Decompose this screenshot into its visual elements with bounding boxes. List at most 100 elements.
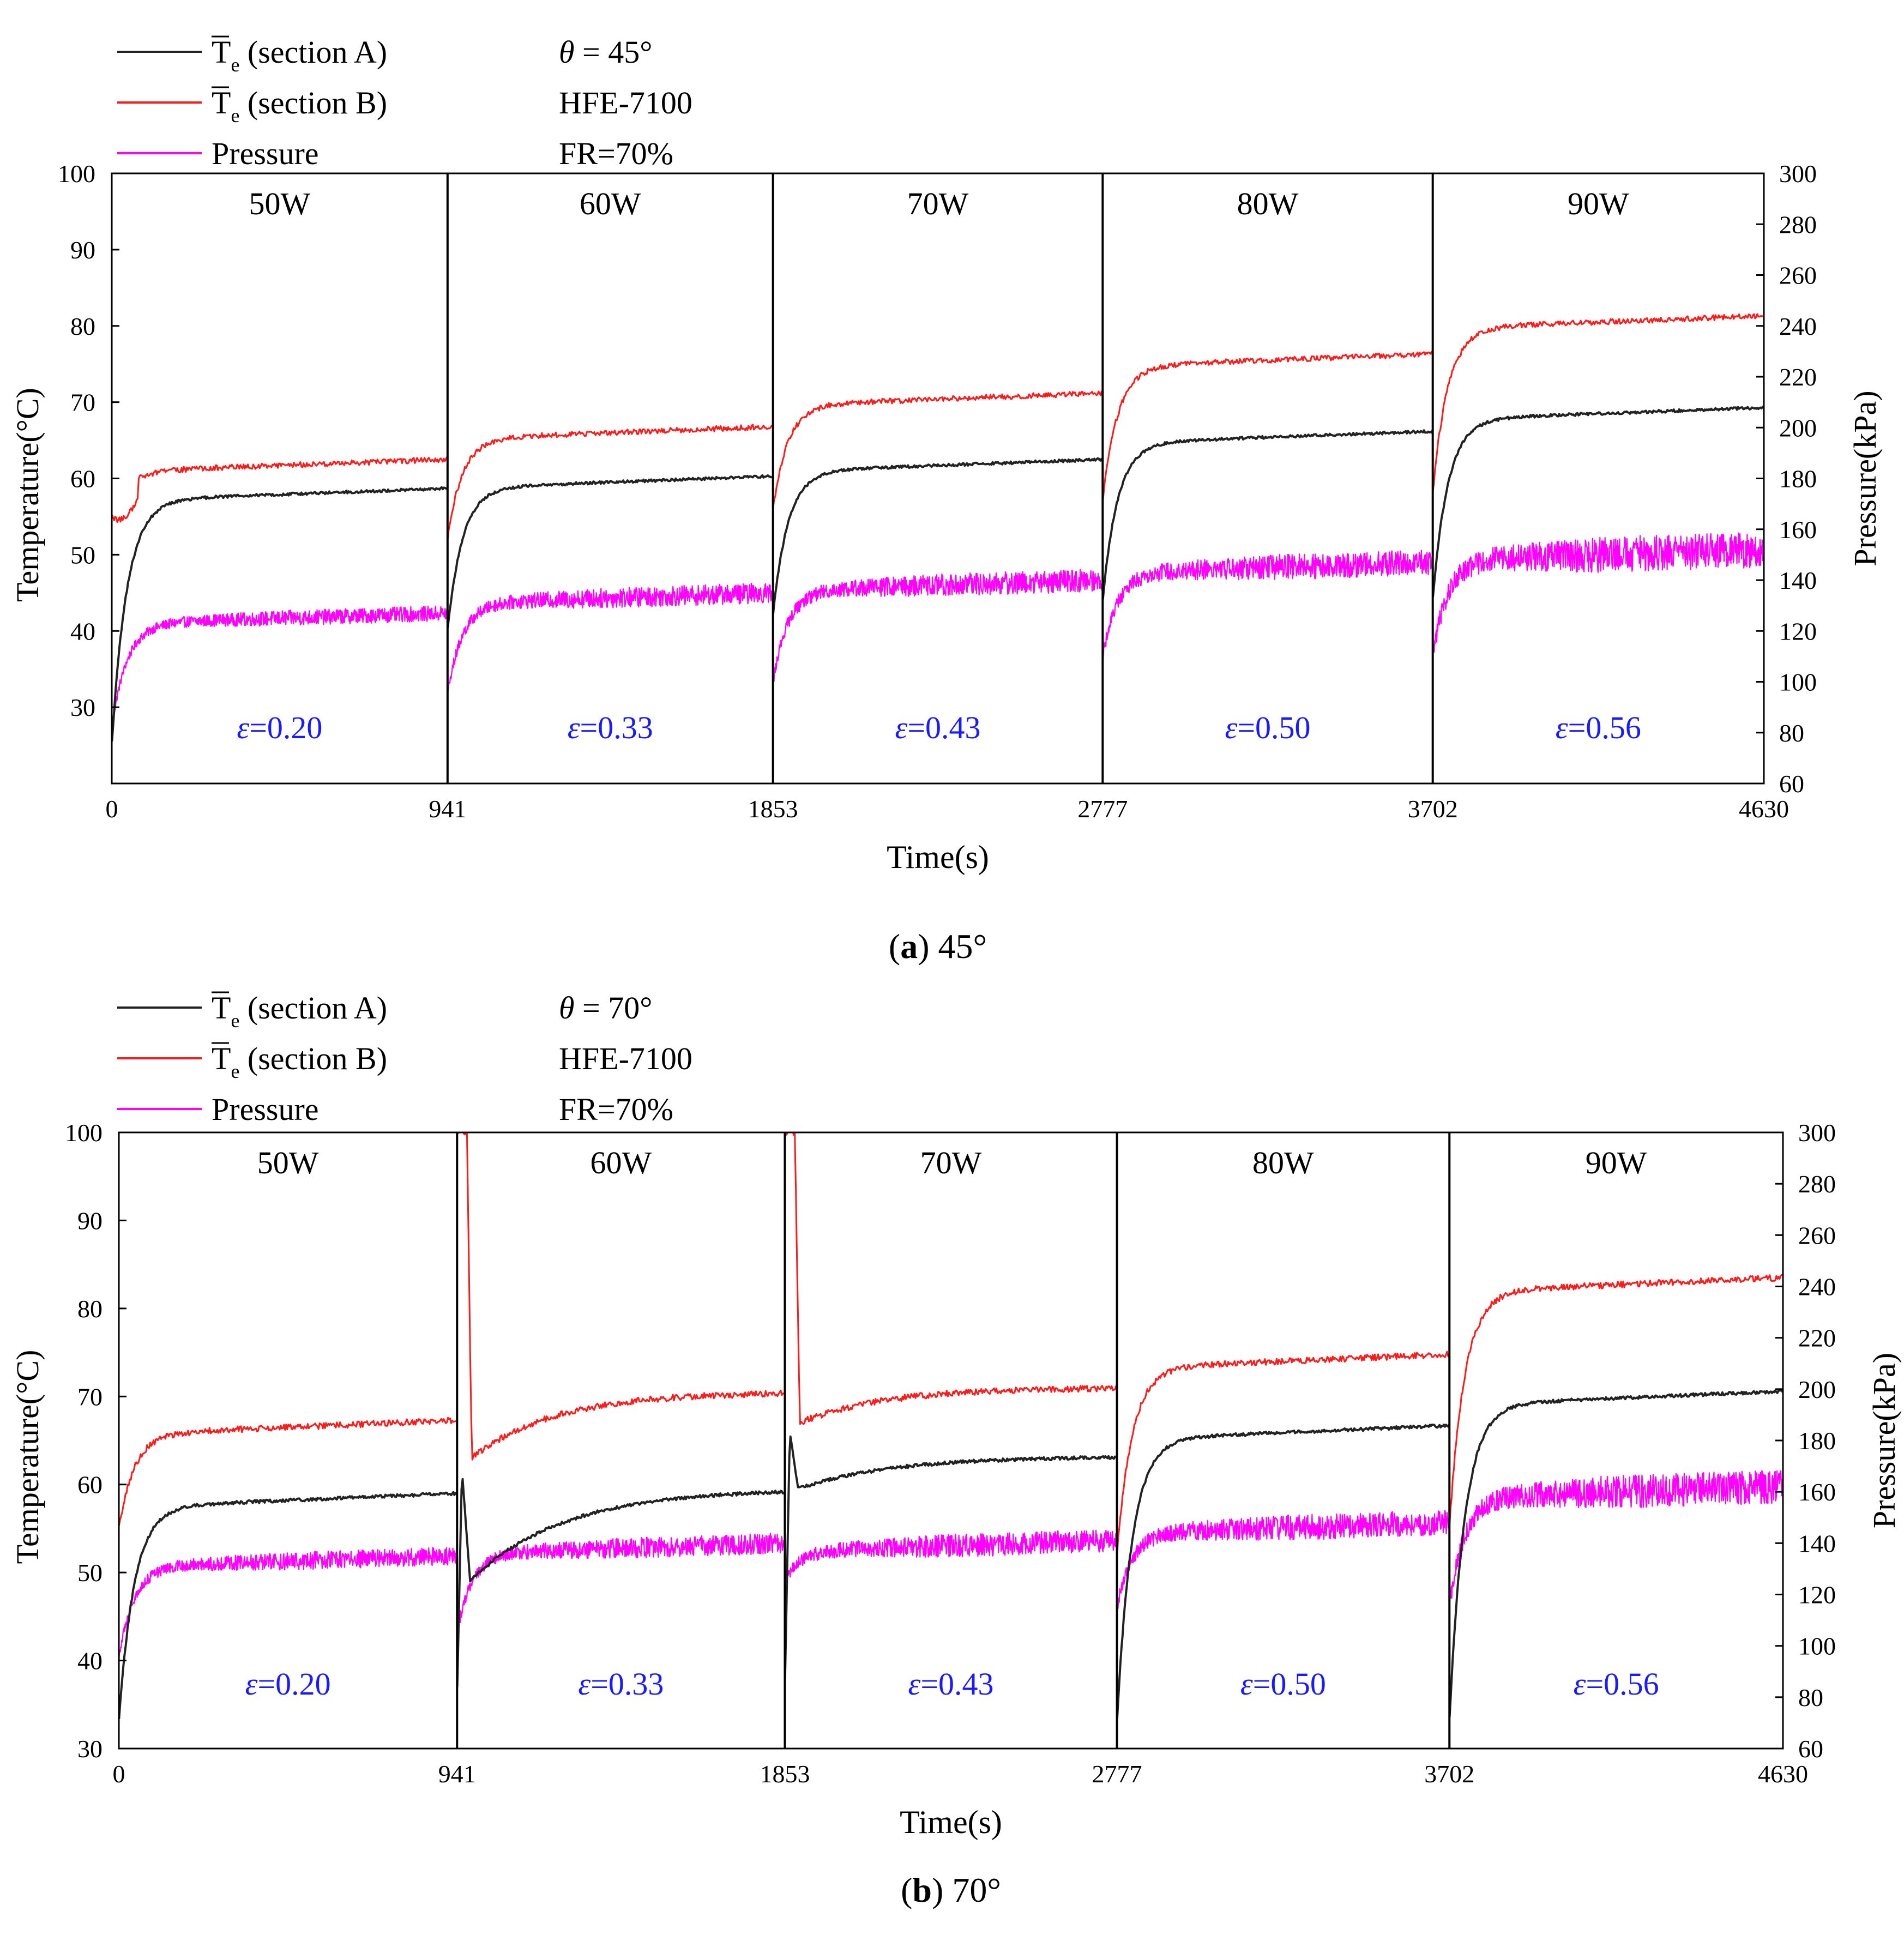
x-tick-label: 1853: [760, 1760, 810, 1788]
series-pressure-segment-3: [773, 569, 1103, 682]
y-right-tick-label: 260: [1779, 262, 1817, 290]
x-tick-label: 941: [429, 795, 466, 823]
series-pressure-segment-5: [1449, 1470, 1783, 1603]
x-tick-label: 4630: [1739, 795, 1789, 823]
y-left-tick-label: 50: [70, 541, 95, 569]
x-tick-label: 4630: [1758, 1760, 1808, 1788]
effectiveness-label: ε=0.56: [1556, 710, 1641, 745]
x-tick-label: 2777: [1077, 795, 1128, 823]
series-section-a-segment-2: [447, 474, 773, 629]
y-right-axis-label: Pressure(kPa): [1847, 390, 1883, 566]
series-section-b-segment-2: [447, 424, 773, 540]
series-pressure-segment-2: [456, 1533, 786, 1634]
effectiveness-label: ε=0.50: [1225, 710, 1310, 745]
y-left-tick-label: 30: [77, 1735, 103, 1763]
y-right-tick-label: 200: [1779, 414, 1817, 442]
legend-label: Te (section B): [212, 85, 387, 126]
effectiveness-label: ε=0.33: [578, 1666, 664, 1702]
x-tick-label: 941: [438, 1760, 476, 1788]
y-right-tick-label: 80: [1798, 1684, 1823, 1711]
power-label: 50W: [249, 186, 311, 221]
legend-label: Te (section A): [212, 34, 387, 76]
y-right-tick-label: 120: [1779, 617, 1817, 645]
series-section-a-segment-3: [772, 457, 1103, 614]
x-axis-label: Time(s): [887, 839, 989, 875]
series-pressure-segment-2: [447, 582, 774, 695]
y-right-axis-label: Pressure(kPa): [1866, 1353, 1902, 1528]
y-right-tick-label: 260: [1798, 1221, 1836, 1249]
y-right-tick-label: 60: [1798, 1735, 1823, 1763]
y-left-tick-label: 60: [77, 1471, 103, 1499]
y-right-tick-label: 300: [1798, 1119, 1836, 1147]
y-left-tick-label: 80: [70, 312, 95, 340]
effectiveness-label: ε=0.20: [245, 1666, 331, 1702]
power-label: 90W: [1568, 186, 1629, 221]
y-right-tick-label: 80: [1779, 719, 1804, 747]
panel-caption: (a) 45°: [889, 927, 987, 966]
series-section-b-segment-1: [119, 1416, 457, 1526]
series-section-b-segment-5: [1449, 1274, 1783, 1526]
series-section-a-segment-4: [1101, 429, 1434, 600]
series-section-b-segment-4: [1116, 1351, 1450, 1556]
series-section-a-segment-2: [456, 1478, 785, 1687]
y-left-tick-label: 80: [77, 1295, 103, 1323]
series-section-a-segment-1: [112, 486, 447, 742]
series-section-b-segment-5: [1432, 313, 1764, 492]
power-label: 80W: [1252, 1145, 1314, 1180]
y-right-tick-label: 240: [1779, 312, 1817, 340]
series-pressure-segment-4: [1102, 550, 1433, 662]
y-left-tick-label: 70: [70, 389, 95, 417]
effectiveness-label: ε=0.43: [895, 710, 980, 745]
y-left-axis-label: Temperature(°C): [10, 1350, 45, 1564]
panel-caption: (b) 70°: [901, 1871, 1001, 1909]
legend-info: HFE-7100: [559, 85, 692, 120]
power-label: 50W: [257, 1145, 319, 1180]
y-right-tick-label: 100: [1779, 668, 1817, 696]
legend-label: Te (section A): [212, 990, 387, 1032]
y-left-tick-label: 60: [70, 465, 95, 493]
x-axis-label: Time(s): [900, 1804, 1002, 1840]
y-right-tick-label: 160: [1798, 1478, 1836, 1506]
y-left-tick-label: 100: [65, 1119, 103, 1147]
x-tick-label: 1853: [748, 795, 798, 823]
y-right-tick-label: 180: [1779, 465, 1817, 493]
y-right-tick-label: 140: [1779, 566, 1817, 594]
power-label: 60W: [580, 186, 641, 221]
power-label: 70W: [920, 1145, 982, 1180]
series-section-a-segment-4: [1116, 1424, 1450, 1720]
series-section-b-segment-2: [457, 1132, 785, 1461]
series-section-a-segment-1: [119, 1491, 457, 1719]
y-left-tick-label: 40: [77, 1647, 103, 1675]
panel-b-chart: 50W ε=0.20 60W ε=0.33 70W ε=0.43 80W ε=0.50 90W ε…: [10, 990, 1902, 1909]
series-pressure-segment-3: [784, 1529, 1117, 1581]
y-left-axis-label: Temperature(°C): [10, 388, 45, 602]
effectiveness-label: ε=0.33: [568, 710, 653, 745]
series-pressure-segment-1: [119, 1547, 457, 1661]
power-label: 80W: [1237, 186, 1299, 221]
series-section-b-segment-3: [785, 1132, 1117, 1425]
series-pressure-segment-5: [1432, 532, 1764, 653]
y-right-tick-label: 300: [1779, 160, 1817, 188]
x-tick-label: 0: [106, 795, 118, 823]
panel-a-chart: 50W ε=0.20 60W ε=0.33 70W ε=0.43 80W ε=0.50 90W ε…: [10, 34, 1883, 966]
y-right-tick-label: 220: [1779, 363, 1817, 391]
legend-info: HFE-7100: [559, 1041, 692, 1076]
y-right-tick-label: 220: [1798, 1324, 1836, 1352]
y-left-tick-label: 100: [58, 160, 95, 188]
x-tick-label: 3702: [1408, 795, 1458, 823]
power-label: 90W: [1586, 1145, 1647, 1180]
legend-label: Pressure: [212, 1092, 319, 1127]
series-section-a-segment-5: [1432, 406, 1764, 598]
power-label: 60W: [590, 1145, 652, 1180]
y-right-tick-label: 120: [1798, 1581, 1836, 1609]
y-right-tick-label: 200: [1798, 1376, 1836, 1403]
y-left-tick-label: 50: [77, 1559, 103, 1587]
y-right-tick-label: 280: [1798, 1170, 1836, 1198]
series-section-a-segment-5: [1448, 1389, 1783, 1717]
series-section-a-segment-3: [784, 1435, 1117, 1679]
effectiveness-label: ε=0.56: [1574, 1666, 1659, 1702]
y-right-tick-label: 280: [1779, 210, 1817, 238]
x-tick-label: 0: [113, 1760, 125, 1788]
legend-label: Pressure: [212, 136, 319, 171]
